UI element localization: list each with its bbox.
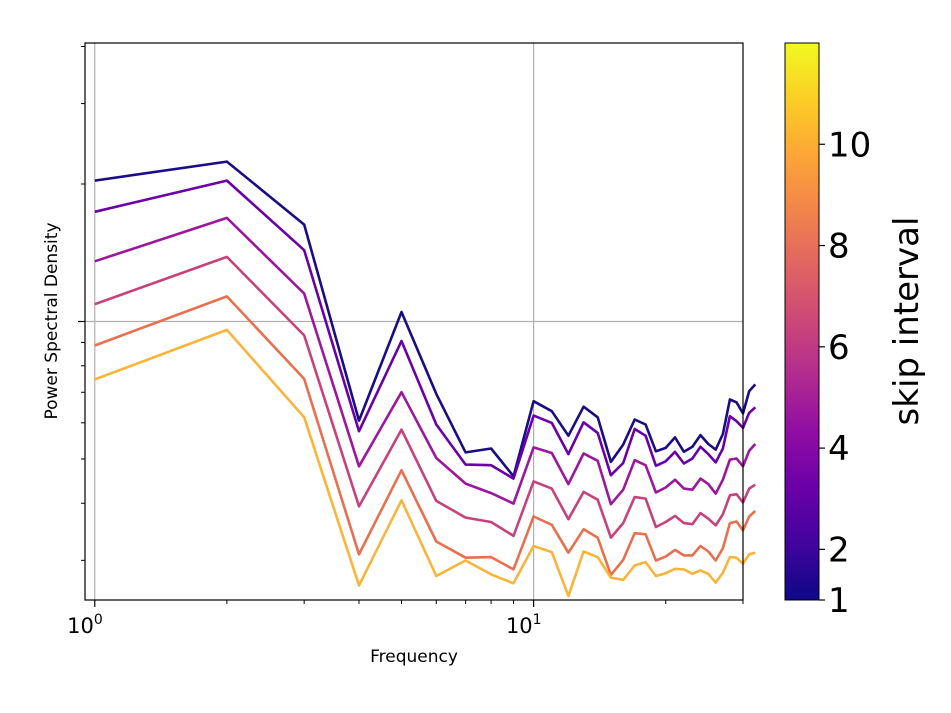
series-line — [94, 255, 757, 539]
series-line — [94, 179, 757, 480]
x-tick-label-10^1: 101 — [506, 612, 542, 638]
colorbar-ticks: 1 2 4 6 8 10 — [819, 125, 871, 621]
series-line — [94, 216, 757, 506]
series-lines — [94, 160, 757, 598]
colorbar-tick-label: 10 — [828, 125, 871, 165]
colorbar-tick-label: 8 — [828, 227, 850, 267]
colorbar-tick-label: 6 — [828, 328, 850, 368]
colorbar-tick-label: 1 — [828, 581, 850, 621]
x-tick-label-10^0: 100 — [67, 612, 103, 638]
series-line — [94, 328, 756, 598]
x-axis-label: Frequency — [370, 647, 458, 667]
grid-layer — [85, 43, 743, 600]
series-line — [94, 295, 757, 577]
axis-ticks — [78, 46, 744, 607]
series-line — [94, 160, 757, 478]
colorbar-label: skip interval — [887, 217, 927, 426]
colorbar-tick-label: 4 — [828, 429, 850, 469]
colorbar-tick-label: 2 — [828, 530, 850, 570]
y-axis-label: Power Spectral Density — [42, 222, 62, 419]
colorbar — [784, 42, 820, 601]
